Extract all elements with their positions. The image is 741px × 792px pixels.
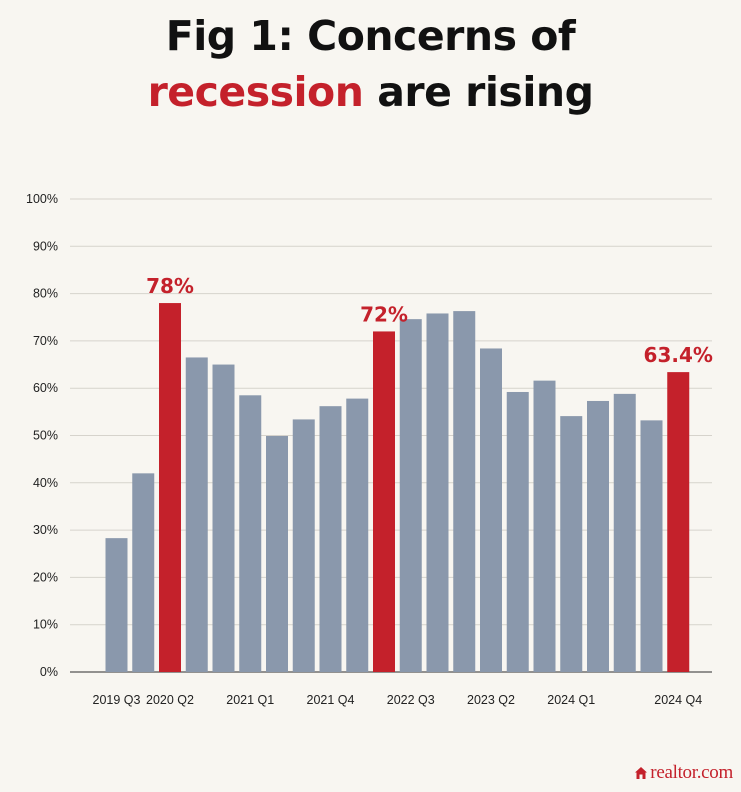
- bar: [105, 538, 128, 672]
- bar: [239, 395, 262, 672]
- x-tick-label: 2022 Q3: [387, 693, 435, 707]
- y-tick-label: 100%: [26, 192, 58, 206]
- y-tick-label: 10%: [33, 618, 58, 632]
- y-tick-label: 70%: [33, 334, 58, 348]
- y-axis-ticks: 0% 10% 20% 30% 40% 50% 60% 70% 80% 90% 100%: [26, 192, 58, 679]
- bar: [292, 419, 315, 672]
- highlight-bar: [373, 331, 395, 672]
- x-tick-label: 2019 Q3: [93, 693, 141, 707]
- realtor-logo: realtor.com: [634, 762, 733, 784]
- y-tick-label: 60%: [33, 381, 58, 395]
- bar: [399, 319, 422, 672]
- x-tick-label: 2021 Q1: [226, 693, 274, 707]
- bar: [319, 406, 342, 672]
- bar: [560, 416, 583, 672]
- y-tick-label: 0%: [40, 665, 58, 679]
- data-label: 72%: [360, 302, 408, 326]
- data-labels: 78% 72% 63.4%: [146, 274, 713, 367]
- y-tick-label: 40%: [33, 476, 58, 490]
- house-icon: [635, 767, 648, 779]
- x-tick-label: 2023 Q2: [467, 693, 515, 707]
- x-axis-ticks: 2019 Q3 2020 Q2 2021 Q1 2021 Q4 2022 Q3 2023 …: [93, 693, 703, 707]
- bar: [132, 473, 155, 672]
- data-label: 63.4%: [644, 343, 713, 367]
- bar: [533, 380, 556, 672]
- y-tick-label: 90%: [33, 239, 58, 253]
- bar: [212, 364, 235, 672]
- bar: [480, 348, 502, 672]
- title-line-2-rest: are rising: [363, 68, 594, 116]
- bar: [506, 391, 529, 672]
- bar: [587, 400, 609, 672]
- logo-text: realtor.com: [650, 762, 733, 783]
- bars: [105, 303, 690, 672]
- y-tick-label: 20%: [33, 570, 58, 584]
- bar: [453, 311, 476, 672]
- y-tick-label: 30%: [33, 523, 58, 537]
- title-line-2: recession are rising: [0, 64, 741, 120]
- y-tick-label: 80%: [33, 287, 58, 301]
- bar: [613, 393, 636, 672]
- title-accent-word: recession: [147, 68, 364, 116]
- bar: [346, 398, 369, 672]
- title-line-1: Fig 1: Concerns of: [165, 12, 576, 60]
- bar: [640, 420, 663, 672]
- highlight-bar: [159, 303, 181, 672]
- y-tick-label: 50%: [33, 429, 58, 443]
- x-tick-label: 2020 Q2: [146, 693, 194, 707]
- data-label: 78%: [146, 274, 194, 298]
- x-tick-label: 2021 Q4: [307, 693, 355, 707]
- bar: [266, 435, 288, 672]
- bar: [426, 313, 449, 672]
- chart-title: Fig 1: Concerns of recession are rising: [0, 8, 741, 120]
- x-tick-label: 2024 Q4: [654, 693, 702, 707]
- highlight-bar: [667, 372, 690, 672]
- x-tick-label: 2024 Q1: [547, 693, 595, 707]
- bar: [185, 357, 208, 672]
